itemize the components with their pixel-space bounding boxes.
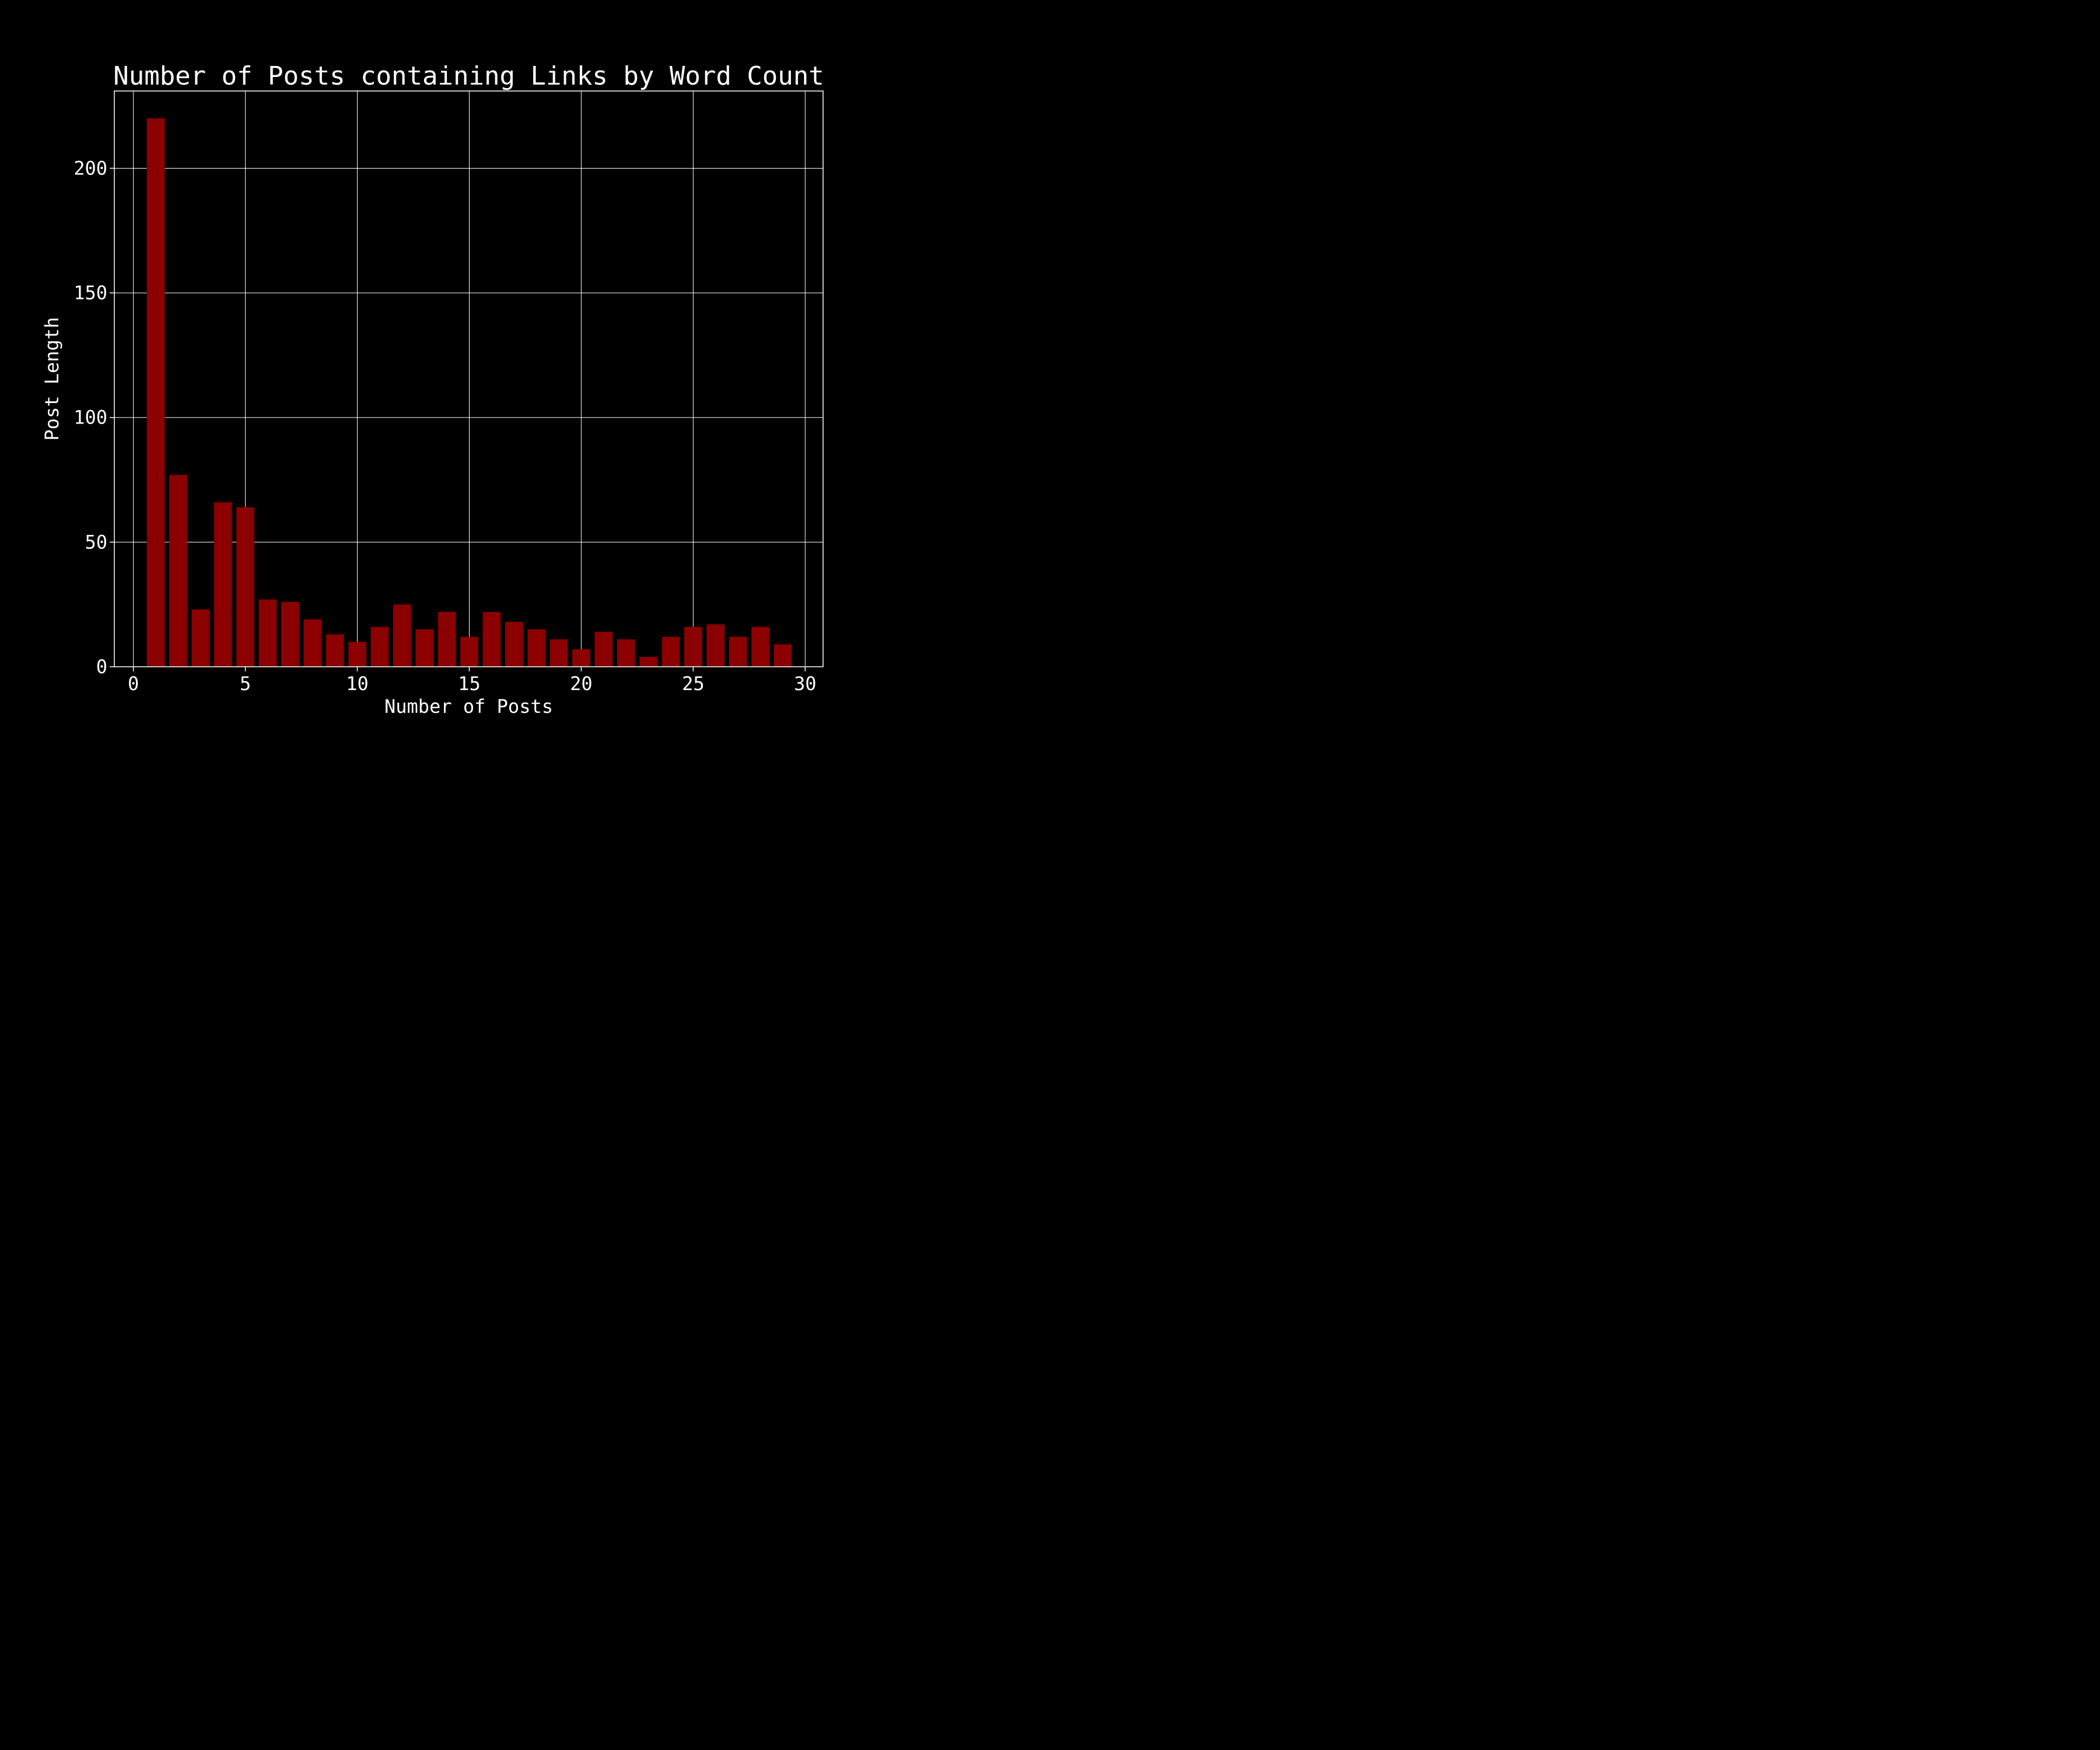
bar: [393, 604, 411, 667]
bar: [146, 118, 165, 667]
bar-chart: 0 5 10 15 20 25 30 0 50 100 150 200 Number of Posts…: [41, 61, 824, 718]
bar: [482, 612, 501, 667]
bar: [729, 636, 747, 667]
bar: [639, 656, 657, 667]
bar: [460, 636, 478, 667]
bar: [303, 619, 322, 667]
bar: [326, 634, 344, 667]
bar: [348, 642, 366, 667]
grid-lines: [114, 91, 823, 667]
axis-ticks: 0 5 10 15 20 25 30 0 50 100 150 200: [74, 157, 816, 695]
bar: [281, 601, 299, 667]
bar: [684, 626, 702, 667]
bar: [258, 599, 277, 667]
bar: [505, 622, 523, 667]
y-tick-label: 150: [74, 282, 107, 304]
x-tick-label: 25: [682, 673, 705, 695]
y-axis-label: Post Length: [41, 317, 63, 441]
bar: [594, 632, 613, 667]
bar: [438, 612, 456, 667]
x-tick-label: 5: [240, 673, 251, 695]
y-tick-label: 100: [74, 407, 107, 429]
plot-frame: [114, 90, 824, 667]
bar: [169, 475, 187, 667]
bar: [662, 636, 680, 667]
x-tick-label: 30: [794, 673, 817, 695]
y-tick-label: 50: [85, 531, 107, 553]
bar: [774, 644, 792, 667]
bar-series: [146, 118, 792, 667]
bar: [527, 629, 545, 667]
chart-title: Number of Posts containing Links by Word…: [113, 61, 824, 91]
x-tick-label: 20: [570, 673, 593, 695]
y-tick-label: 0: [96, 656, 107, 678]
x-axis-label: Number of Posts: [384, 695, 553, 718]
bar: [214, 502, 232, 667]
x-tick-label: 15: [458, 673, 481, 695]
chart-container: 0 5 10 15 20 25 30 0 50 100 150 200 Number of Posts…: [0, 0, 915, 762]
bar: [751, 626, 769, 667]
x-tick-label: 10: [346, 673, 369, 695]
bar: [415, 629, 434, 667]
y-tick-label: 200: [74, 157, 107, 179]
bar: [236, 507, 254, 667]
x-tick-label: 0: [128, 673, 139, 695]
bar: [706, 624, 725, 667]
bar: [370, 626, 389, 667]
bar: [550, 639, 568, 667]
bar: [191, 609, 210, 667]
bar: [572, 649, 590, 667]
bar: [617, 639, 635, 667]
